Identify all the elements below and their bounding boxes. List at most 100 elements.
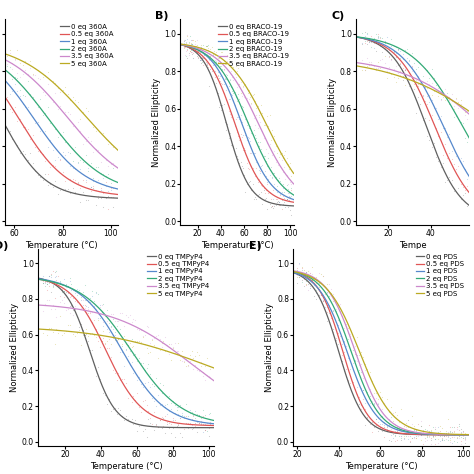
Point xyxy=(248,149,255,156)
Point xyxy=(336,354,344,361)
Point xyxy=(73,285,81,292)
Point xyxy=(29,72,36,79)
Point xyxy=(154,331,162,338)
Point xyxy=(383,74,391,82)
Point xyxy=(203,371,210,378)
Point xyxy=(31,71,39,79)
Point xyxy=(109,334,117,341)
Point xyxy=(256,169,264,177)
Point xyxy=(406,432,414,439)
Point xyxy=(366,392,374,400)
Point xyxy=(414,93,422,101)
Point xyxy=(236,136,243,144)
Point xyxy=(279,201,287,208)
Point xyxy=(417,431,424,439)
Point xyxy=(94,363,101,371)
Point xyxy=(293,279,301,286)
Point xyxy=(41,277,49,284)
Point xyxy=(165,350,173,357)
Point xyxy=(374,64,382,72)
Point xyxy=(376,33,384,41)
Point xyxy=(351,350,358,358)
Point xyxy=(243,85,250,93)
Point xyxy=(351,343,358,350)
Point xyxy=(451,427,458,434)
Point xyxy=(77,198,84,206)
Point xyxy=(62,109,69,116)
Point xyxy=(421,83,428,91)
Point xyxy=(438,437,446,444)
Point xyxy=(461,108,469,116)
Point xyxy=(261,195,269,203)
2 eq TMPyP4 xyxy=(35,276,41,282)
5 eq BRACO-19 xyxy=(214,53,220,58)
Point xyxy=(367,60,375,67)
Point xyxy=(432,440,439,447)
Point xyxy=(376,420,384,428)
Point xyxy=(390,47,397,55)
Point xyxy=(225,134,232,142)
Point xyxy=(77,184,84,192)
Point xyxy=(238,118,246,126)
Point xyxy=(426,99,433,106)
Point xyxy=(306,273,314,281)
Point xyxy=(180,358,188,366)
1 eq 360A xyxy=(115,186,121,192)
Point xyxy=(258,162,266,169)
Point xyxy=(58,288,66,295)
Point xyxy=(452,165,460,173)
Point xyxy=(137,421,145,428)
Point xyxy=(448,97,456,104)
Point xyxy=(423,100,431,108)
Point xyxy=(207,53,214,60)
Point xyxy=(56,156,64,164)
Point xyxy=(107,407,115,415)
Point xyxy=(59,86,67,94)
Point xyxy=(432,88,440,95)
Point xyxy=(401,65,409,73)
Point xyxy=(111,370,118,377)
Point xyxy=(31,144,39,151)
Point xyxy=(237,158,245,166)
Point xyxy=(190,424,197,432)
Point xyxy=(24,77,31,84)
1 eq TMPyP4 xyxy=(92,306,98,312)
Point xyxy=(195,419,203,427)
Point xyxy=(194,55,202,62)
Point xyxy=(1,62,9,70)
Point xyxy=(191,422,199,429)
Point xyxy=(137,380,145,387)
Point xyxy=(328,298,335,305)
Point xyxy=(329,291,337,298)
Point xyxy=(359,29,366,37)
Point xyxy=(146,414,154,422)
Point xyxy=(448,176,456,184)
Point xyxy=(353,390,361,398)
Point xyxy=(0,64,4,72)
Point xyxy=(88,309,96,316)
Point xyxy=(202,58,210,66)
Point xyxy=(399,73,406,80)
Point xyxy=(11,56,19,64)
5 eq 360A xyxy=(49,79,55,84)
Point xyxy=(101,392,109,399)
Point xyxy=(190,354,197,362)
Point xyxy=(180,423,188,430)
Point xyxy=(45,296,53,303)
Point xyxy=(192,42,200,50)
Point xyxy=(169,398,177,405)
Point xyxy=(457,440,465,448)
Point xyxy=(392,49,400,56)
Point xyxy=(277,151,284,158)
Point xyxy=(470,115,474,123)
Point xyxy=(196,54,203,62)
Point xyxy=(444,415,452,423)
Point xyxy=(187,46,195,54)
Point xyxy=(165,407,173,414)
Point xyxy=(228,73,236,81)
Point xyxy=(100,174,107,182)
Point xyxy=(365,38,373,46)
Point xyxy=(145,360,152,367)
Point xyxy=(410,59,418,67)
Point xyxy=(459,431,467,439)
